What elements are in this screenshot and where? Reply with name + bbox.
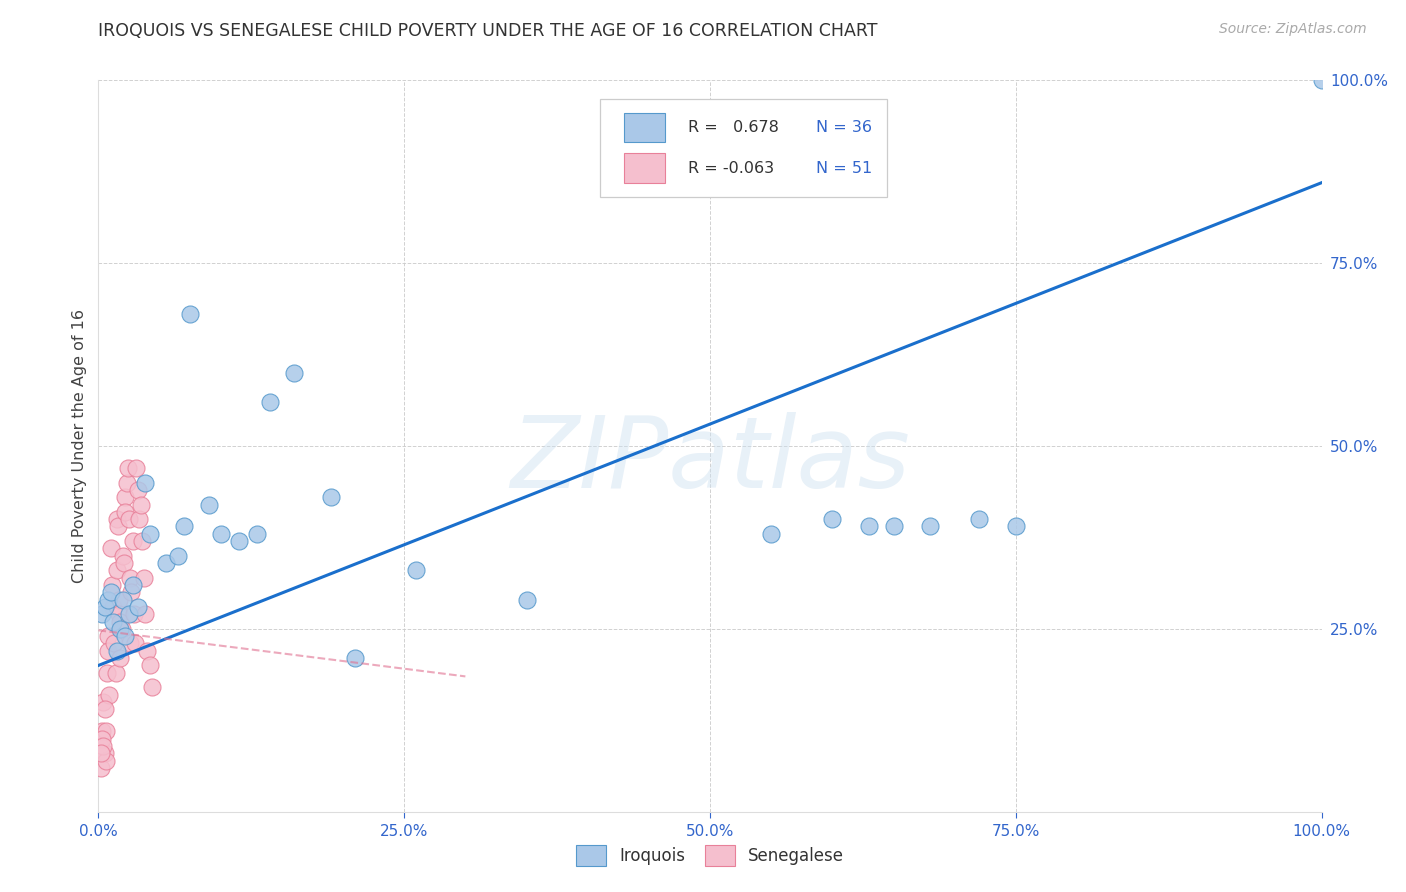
Point	[1310, 73, 1333, 87]
Point	[761, 526, 783, 541]
Point	[94, 754, 117, 768]
Point	[120, 585, 142, 599]
Point	[115, 475, 138, 490]
Point	[209, 526, 232, 541]
Point	[117, 461, 139, 475]
FancyBboxPatch shape	[624, 153, 665, 183]
Point	[91, 739, 114, 753]
Point	[228, 534, 250, 549]
Point	[97, 592, 120, 607]
Point	[90, 746, 112, 760]
Point	[91, 731, 114, 746]
Point	[105, 644, 128, 658]
Point	[1004, 519, 1026, 533]
Point	[127, 599, 149, 614]
Point	[101, 578, 124, 592]
Point	[111, 549, 134, 563]
Point	[120, 636, 142, 650]
Point	[344, 651, 367, 665]
Point	[111, 592, 134, 607]
Point	[114, 490, 136, 504]
Point	[259, 395, 281, 409]
Point	[97, 629, 120, 643]
Point	[110, 615, 132, 629]
Point	[101, 615, 124, 629]
Point	[139, 658, 162, 673]
Text: N = 36: N = 36	[817, 120, 873, 136]
Point	[129, 498, 152, 512]
Point	[89, 739, 111, 753]
Point	[104, 665, 127, 680]
Point	[405, 563, 427, 577]
Point	[128, 512, 150, 526]
Point	[821, 512, 844, 526]
Text: IROQUOIS VS SENEGALESE CHILD POVERTY UNDER THE AGE OF 16 CORRELATION CHART: IROQUOIS VS SENEGALESE CHILD POVERTY UND…	[98, 22, 877, 40]
Point	[155, 556, 177, 570]
Point	[246, 526, 269, 541]
Point	[118, 512, 141, 526]
Point	[122, 607, 145, 622]
Point	[105, 512, 128, 526]
Point	[103, 636, 125, 650]
Text: ZIPatlas: ZIPatlas	[510, 412, 910, 509]
Point	[167, 549, 190, 563]
Text: R =   0.678: R = 0.678	[688, 120, 779, 136]
Point	[96, 665, 118, 680]
Point	[90, 761, 112, 775]
Point	[101, 599, 124, 614]
Point	[118, 607, 141, 622]
Point	[107, 519, 129, 533]
Point	[93, 599, 115, 614]
Point	[127, 483, 149, 497]
Text: Source: ZipAtlas.com: Source: ZipAtlas.com	[1219, 22, 1367, 37]
Point	[98, 688, 121, 702]
Point	[108, 592, 131, 607]
Text: R = -0.063: R = -0.063	[688, 161, 775, 176]
Point	[112, 556, 135, 570]
Point	[134, 475, 156, 490]
Point	[108, 607, 131, 622]
Point	[120, 571, 142, 585]
Point	[114, 629, 136, 643]
Point	[139, 526, 162, 541]
Point	[197, 498, 219, 512]
Point	[121, 578, 143, 592]
Point	[121, 534, 143, 549]
Point	[93, 746, 115, 760]
Point	[134, 607, 156, 622]
Point	[125, 461, 148, 475]
Point	[179, 307, 201, 321]
Point	[858, 519, 880, 533]
Text: N = 51: N = 51	[817, 161, 873, 176]
Point	[91, 695, 114, 709]
FancyBboxPatch shape	[600, 99, 887, 197]
Point	[110, 622, 132, 636]
Point	[97, 644, 120, 658]
FancyBboxPatch shape	[624, 113, 665, 143]
Y-axis label: Child Poverty Under the Age of 16: Child Poverty Under the Age of 16	[72, 309, 87, 583]
Point	[110, 651, 132, 665]
Point	[132, 571, 155, 585]
Point	[100, 541, 122, 556]
Point	[111, 622, 134, 636]
Point	[93, 702, 115, 716]
Point	[114, 505, 136, 519]
Point	[124, 636, 146, 650]
Point	[91, 607, 114, 622]
Point	[94, 724, 117, 739]
Point	[920, 519, 942, 533]
Point	[883, 519, 905, 533]
Point	[319, 490, 342, 504]
Point	[967, 512, 990, 526]
Legend: Iroquois, Senegalese: Iroquois, Senegalese	[569, 838, 851, 873]
Point	[136, 644, 159, 658]
Point	[100, 585, 122, 599]
Point	[515, 592, 537, 607]
Point	[141, 681, 163, 695]
Point	[105, 563, 128, 577]
Point	[283, 366, 305, 380]
Point	[131, 534, 153, 549]
Point	[173, 519, 195, 533]
Point	[91, 724, 114, 739]
